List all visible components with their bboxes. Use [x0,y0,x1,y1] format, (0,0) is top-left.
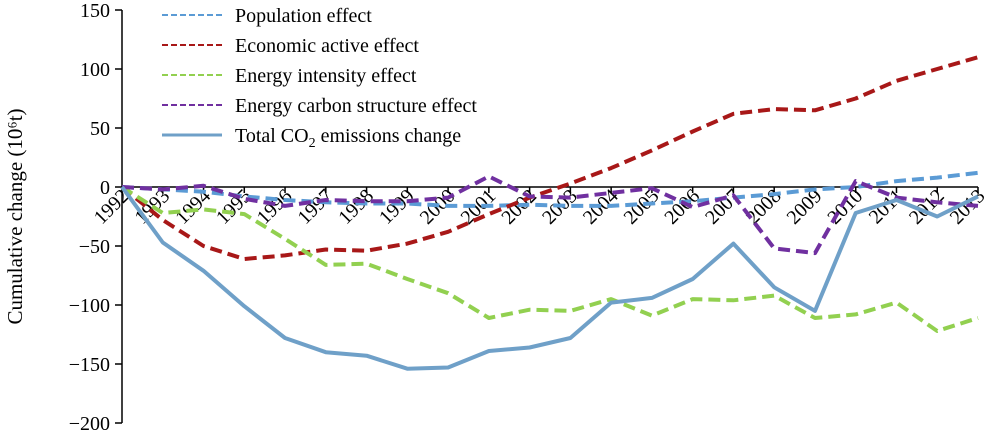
x-tick-label: 2006 [660,185,704,229]
x-tick-label: 1997 [294,185,338,229]
series-lines [120,55,979,371]
y-tick-label: −200 [69,413,110,431]
y-tick-label: 50 [90,118,110,140]
y-tick-label: −50 [79,236,110,258]
legend-label-3: Energy intensity effect [235,65,417,87]
series-line-3 [120,185,979,333]
y-axis: −200 −150 −100 −50 0 50 100 150 [69,0,123,431]
y-tick-label: 0 [100,177,110,199]
y-tick-label: 100 [80,59,110,81]
x-tick-label: 2010 [823,185,867,229]
x-tick-label: 1998 [334,185,378,229]
legend: Population effect Economic active effect E… [162,5,477,151]
series-line-4 [121,174,979,256]
y-axis-title: Cumulative change (10⁶t) [3,108,27,324]
x-tick-label: 2007 [701,185,745,229]
legend-label-2: Economic active effect [235,35,419,57]
series-line-2 [120,55,979,261]
legend-label-5: Total CO2 emissions change [235,125,461,151]
legend-label-4: Energy carbon structure effect [235,95,477,117]
y-tick-label: 150 [80,0,110,22]
y-tick-label: −150 [69,354,110,376]
x-tick-label: 1999 [375,185,419,229]
legend-label-1: Population effect [235,5,372,27]
y-tick-label: −100 [69,295,110,317]
series-line-5 [120,185,979,371]
